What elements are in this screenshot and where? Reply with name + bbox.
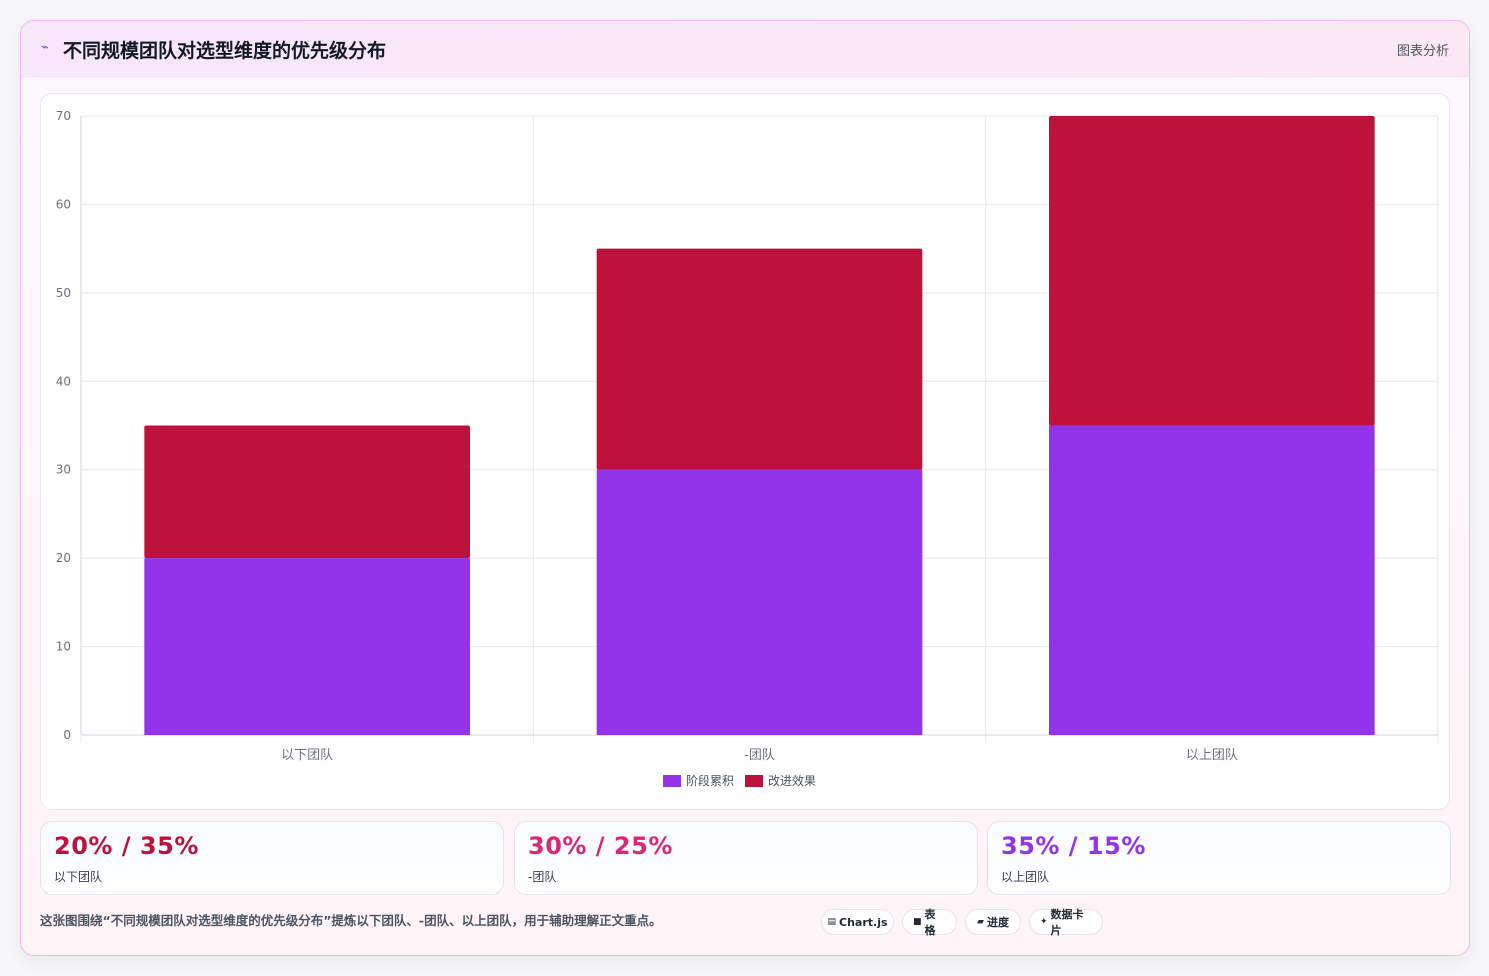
bar-0-0 [144, 558, 471, 735]
bar-1-1 [596, 248, 923, 470]
stat-label: -团队 [528, 870, 557, 884]
pill-chartjs[interactable]: ▤ Chart.js [821, 909, 894, 935]
chart-icon: ▤ [827, 917, 836, 927]
footnote: 这张图围绕“不同规模团队对选型维度的优先级分布”提炼以下团队、-团队、以上团队，… [40, 913, 662, 928]
sparkle-icon: ✦ [1040, 917, 1048, 927]
y-tick-label: 40 [56, 374, 71, 388]
stat-value: 20% / 35% [54, 832, 199, 860]
bar-1-0 [144, 425, 471, 559]
header-tag: 图表分析 [1396, 44, 1449, 59]
pill-data-card[interactable]: ✦ 数据卡片 [1029, 908, 1103, 937]
stat-label: 以下团队 [54, 870, 103, 884]
y-tick-label: 0 [63, 728, 71, 742]
bar-1-2 [1048, 116, 1375, 426]
x-tick-label: -团队 [744, 748, 775, 763]
stat-value: 35% / 15% [1001, 832, 1146, 860]
pill-progress[interactable]: ▰ 进度 [965, 909, 1021, 935]
y-tick-label: 70 [56, 109, 71, 123]
y-tick-label: 30 [56, 463, 71, 477]
pill-label: 数据卡片 [1050, 908, 1084, 937]
pill-label: Chart.js [839, 915, 888, 929]
stat-card-large-team: 35% / 15% 以上团队 [987, 821, 1451, 895]
table-icon: ■ [913, 917, 922, 927]
legend-swatch [745, 775, 763, 787]
pill-label: 进度 [986, 916, 1009, 929]
y-tick-label: 10 [56, 640, 71, 654]
progress-icon: ▰ [977, 917, 984, 927]
card-header: ⌁ 不同规模团队对选型维度的优先级分布 图表分析 [21, 21, 1469, 77]
legend-label: 改进效果 [768, 773, 816, 788]
chart-panel: 0 10 20 30 40 50 60 70 以下团队 -团队 以上团队阶段累积 改进效果 [40, 93, 1450, 810]
stat-card-small-team: 20% / 35% 以下团队 [40, 821, 504, 895]
x-tick-label: 以下团队 [281, 748, 333, 763]
legend-swatch [663, 775, 681, 787]
x-tick-label: 以上团队 [1186, 748, 1238, 763]
stat-value: 30% / 25% [528, 832, 673, 860]
legend-label: 阶段累积 [686, 773, 734, 788]
pill-table[interactable]: ■ 表格 [902, 908, 957, 937]
stat-card-mid-team: 30% / 25% -团队 [514, 821, 978, 895]
page-title: 不同规模团队对选型维度的优先级分布 [63, 40, 387, 62]
y-tick-label: 50 [56, 286, 71, 300]
y-tick-label: 60 [56, 197, 71, 211]
bar-0-1 [596, 469, 923, 735]
chart-line-icon: ⌁ [41, 40, 49, 55]
chart-card: ⌁ 不同规模团队对选型维度的优先级分布 图表分析 0 10 20 30 40 50 60 70… [20, 20, 1470, 956]
y-tick-label: 20 [56, 551, 71, 565]
bar-0-2 [1048, 425, 1375, 735]
stat-label: 以上团队 [1001, 870, 1050, 884]
pill-label: 表格 [924, 908, 936, 937]
